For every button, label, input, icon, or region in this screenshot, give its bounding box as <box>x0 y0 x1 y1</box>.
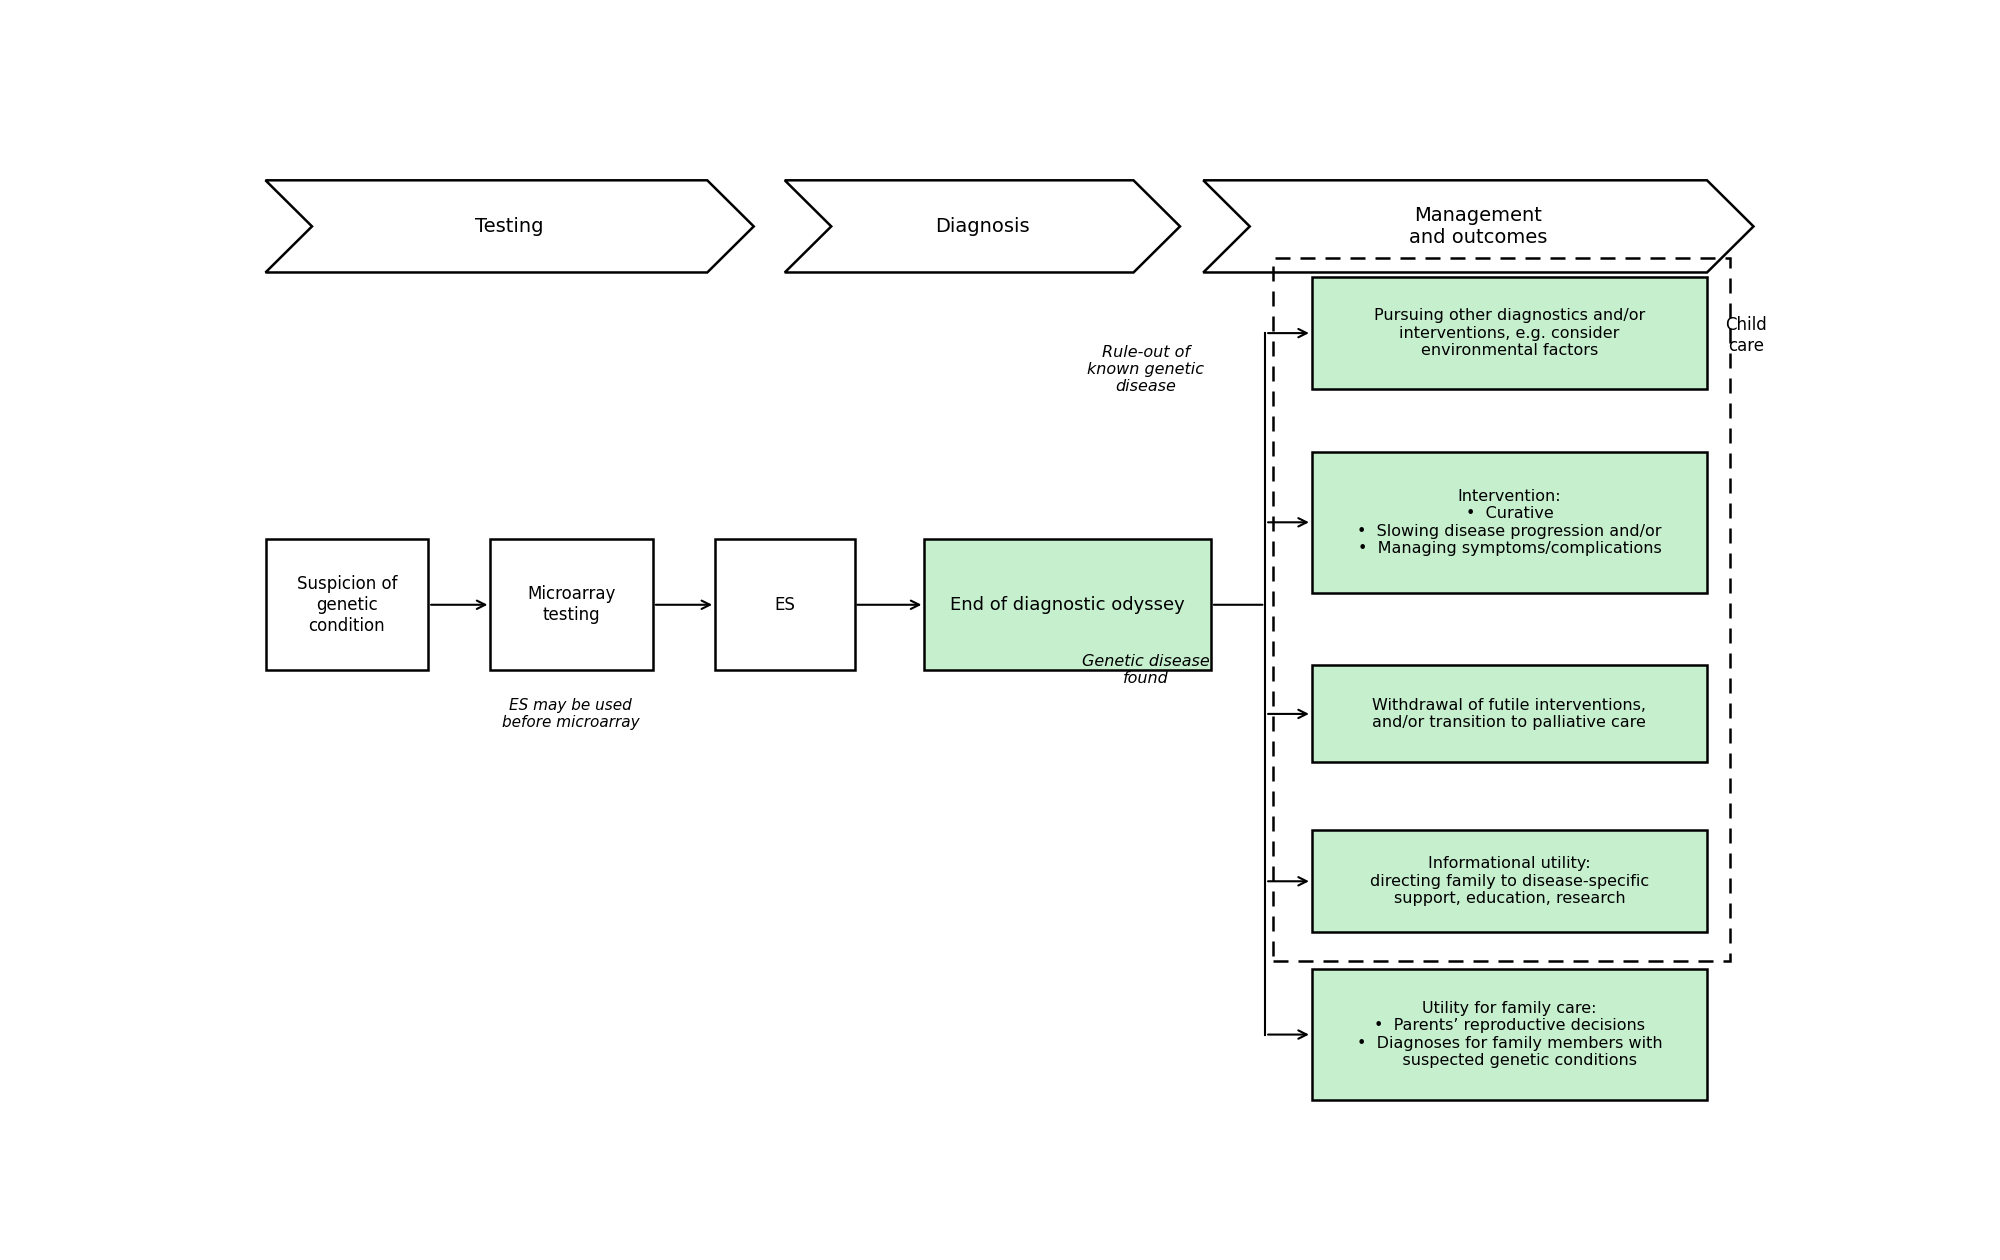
Text: Suspicion of
genetic
condition: Suspicion of genetic condition <box>296 575 398 635</box>
FancyBboxPatch shape <box>924 539 1212 670</box>
Text: Informational utility:
directing family to disease-specific
support, education, : Informational utility: directing family … <box>1370 857 1648 906</box>
Text: ES: ES <box>774 596 796 614</box>
Polygon shape <box>1204 180 1754 272</box>
FancyBboxPatch shape <box>266 539 428 670</box>
Text: Intervention:
•  Curative
•  Slowing disease progression and/or
•  Managing symp: Intervention: • Curative • Slowing disea… <box>1358 489 1662 556</box>
FancyBboxPatch shape <box>1312 830 1708 932</box>
Text: Microarray
testing: Microarray testing <box>528 586 616 624</box>
Text: End of diagnostic odyssey: End of diagnostic odyssey <box>950 596 1184 614</box>
Text: Testing: Testing <box>476 217 544 236</box>
FancyBboxPatch shape <box>1312 969 1708 1100</box>
Text: Management
and outcomes: Management and outcomes <box>1410 205 1548 247</box>
FancyBboxPatch shape <box>1312 277 1708 389</box>
Text: Genetic disease
found: Genetic disease found <box>1082 654 1210 687</box>
FancyBboxPatch shape <box>1312 665 1708 762</box>
Text: Utility for family care:
•  Parents’ reproductive decisions
•  Diagnoses for fam: Utility for family care: • Parents’ repr… <box>1356 1000 1662 1068</box>
Text: Rule-out of
known genetic
disease: Rule-out of known genetic disease <box>1088 344 1204 394</box>
Text: Pursuing other diagnostics and/or
interventions, e.g. consider
environmental fac: Pursuing other diagnostics and/or interv… <box>1374 309 1644 358</box>
Polygon shape <box>784 180 1180 272</box>
Text: Diagnosis: Diagnosis <box>936 217 1030 236</box>
Text: Child
care: Child care <box>1724 316 1766 355</box>
Text: Withdrawal of futile interventions,
and/or transition to palliative care: Withdrawal of futile interventions, and/… <box>1372 698 1646 730</box>
FancyBboxPatch shape <box>716 539 854 670</box>
FancyBboxPatch shape <box>1312 452 1708 592</box>
Text: ES may be used
before microarray: ES may be used before microarray <box>502 698 640 730</box>
Polygon shape <box>266 180 754 272</box>
FancyBboxPatch shape <box>490 539 652 670</box>
